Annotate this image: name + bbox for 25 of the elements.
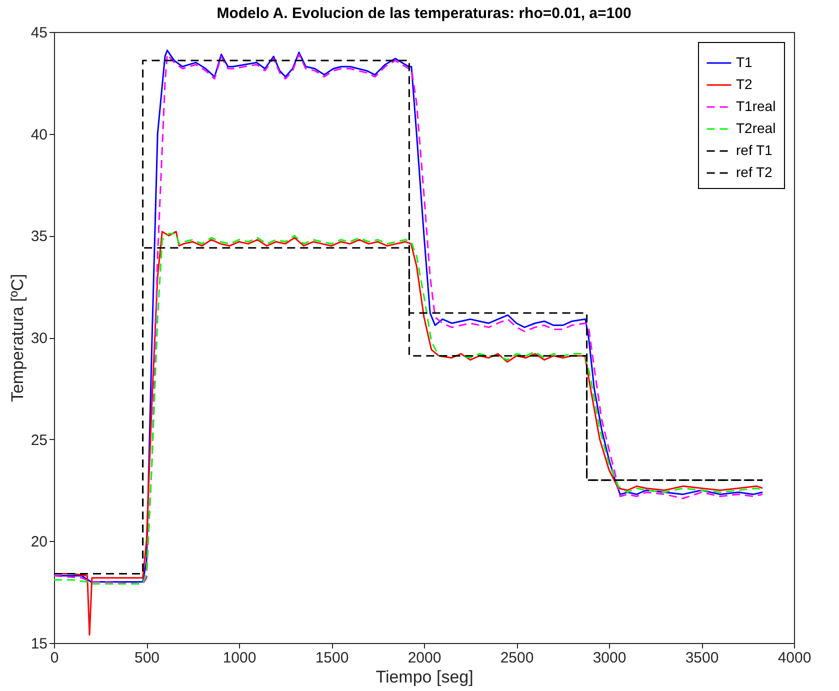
y-tick-label: 25	[30, 432, 48, 449]
legend-label: ref T2	[736, 164, 773, 180]
y-tick-label: 45	[30, 24, 48, 42]
y-tick-label: 35	[30, 228, 48, 246]
x-tick-label: 1500	[315, 650, 349, 666]
y-tick-label: 15	[30, 636, 48, 652]
y-tick-label: 40	[30, 126, 48, 144]
x-tick-label: 0	[50, 650, 59, 666]
x-tick-label: 500	[134, 650, 160, 666]
x-axis-title: Tiempo [seg]	[376, 668, 474, 686]
legend-label: T1	[736, 54, 753, 70]
legend-label: ref T1	[736, 142, 773, 158]
x-tick-label: 2500	[500, 650, 534, 666]
legend-label: T2real	[736, 120, 776, 136]
y-axis-title: Temperatura [ºC]	[8, 274, 27, 402]
x-tick-label: 4000	[778, 650, 812, 666]
chart-title: Modelo A. Evolucion de las temperaturas: rho=0.01, a=100	[216, 5, 632, 22]
x-tick-label: 2000	[408, 650, 442, 666]
x-tick-label: 1000	[222, 650, 256, 666]
x-tick-label: 3500	[685, 650, 719, 666]
legend-label: T2	[736, 76, 753, 92]
x-tick-label: 3000	[592, 650, 626, 666]
y-tick-label: 20	[30, 534, 48, 551]
legend-label: T1real	[736, 98, 776, 114]
y-tick-label: 30	[30, 330, 48, 347]
